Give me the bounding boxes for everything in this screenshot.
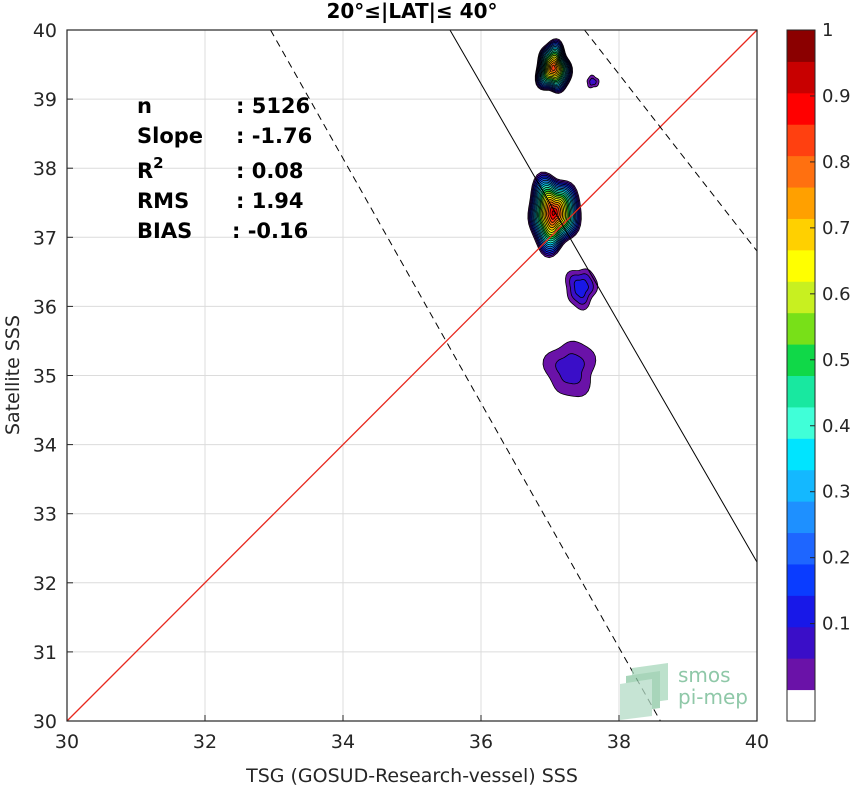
stat-n-label: n: [137, 94, 152, 118]
logo-text-smos: smos: [678, 663, 731, 687]
fit-lower-line: [270, 29, 661, 722]
y-tick-label: 38: [33, 158, 57, 180]
colorbar-swatch: [787, 658, 815, 691]
density-contours: [527, 38, 600, 398]
colorbar-swatch: [787, 626, 815, 659]
x-tick-label: 40: [745, 731, 769, 753]
colorbar-frame: [786, 29, 816, 722]
fit-line: [449, 29, 758, 563]
logo-mark-icon: [620, 663, 668, 720]
colorbar-swatch: [787, 532, 815, 565]
logo-text-pimep: pi-mep: [678, 685, 748, 709]
colorbar-swatch: [787, 61, 815, 94]
smos-pi-mep-logo: smos pi-mep: [620, 663, 748, 720]
y-tick-label: 33: [33, 504, 57, 526]
colorbar-swatch: [787, 438, 815, 471]
chart-title: 20°≤|LAT|≤ 40°: [326, 0, 497, 23]
colorbar-swatch: [787, 218, 815, 251]
stat-bias-label: BIAS: [137, 219, 192, 243]
statistics-box: n : 5126 Slope : -1.76 R2 : 0.08 RMS : 1…: [137, 94, 312, 243]
colorbar-swatch: [787, 124, 815, 157]
colorbar-swatch: [787, 92, 815, 125]
stat-slope-value: : -1.76: [236, 124, 312, 148]
y-axis-label: Satellite SSS: [2, 315, 24, 435]
stat-slope-label: Slope: [137, 124, 203, 148]
x-tick-label: 38: [607, 731, 631, 753]
x-tick-label: 32: [193, 731, 217, 753]
colorbar-tick-label: 0.6: [822, 284, 851, 305]
x-axis-label: TSG (GOSUD-Research-vessel) SSS: [245, 765, 578, 787]
colorbar-swatch: [787, 689, 815, 722]
y-axis-ticks: 30 31 32 33 34 35 36 37 38 39 40: [33, 20, 73, 733]
colorbar-swatch: [787, 312, 815, 345]
colorbar-tick-label: 0.7: [822, 218, 851, 239]
colorbar-swatch: [787, 563, 815, 596]
y-tick-label: 34: [33, 435, 57, 457]
stat-rms-label: RMS: [137, 189, 189, 213]
colorbar-ticks: 0.1 0.2 0.3 0.4 0.5 0.6 0.7 0.8 0.9 1: [810, 20, 851, 635]
y-tick-label: 36: [33, 296, 57, 318]
y-tick-label: 37: [33, 227, 57, 249]
colorbar-tick-label: 0.5: [822, 350, 851, 371]
stat-bias-value: : -0.16: [232, 219, 308, 243]
colorbar-swatch: [787, 469, 815, 502]
stat-rms-value: : 1.94: [236, 189, 304, 213]
colorbar-swatch: [787, 501, 815, 534]
y-tick-label: 31: [33, 642, 57, 664]
colorbar-tick-label: 0.1: [822, 614, 851, 635]
colorbar: [786, 29, 816, 722]
colorbar-swatch: [787, 155, 815, 188]
stat-r2-value: : 0.08: [236, 159, 304, 183]
y-tick-label: 39: [33, 89, 57, 111]
colorbar-swatch: [787, 30, 815, 62]
colorbar-swatch: [787, 406, 815, 439]
colorbar-tick-label: 0.8: [822, 152, 851, 173]
one-to-one-line: [66, 29, 758, 722]
stat-n-value: : 5126: [236, 94, 310, 118]
colorbar-swatch: [787, 595, 815, 628]
y-tick-label: 30: [33, 711, 57, 733]
colorbar-swatch: [787, 249, 815, 282]
x-tick-label: 30: [55, 731, 79, 753]
colorbar-tick-label: 0.9: [822, 86, 851, 107]
colorbar-tick-label: 0.2: [822, 548, 851, 569]
contour-level: [555, 353, 585, 385]
contour-level: [551, 64, 556, 71]
x-tick-label: 34: [331, 731, 355, 753]
colorbar-swatch: [787, 375, 815, 408]
colorbar-swatch: [787, 281, 815, 314]
y-tick-label: 35: [33, 366, 57, 388]
fit-upper-line: [584, 29, 758, 252]
grid: [66, 29, 758, 722]
contour-level: [573, 278, 589, 298]
colorbar-swatch: [787, 187, 815, 219]
colorbar-tick-label: 0.3: [822, 482, 851, 503]
colorbar-tick-label: 1: [822, 20, 833, 41]
y-tick-label: 32: [33, 573, 57, 595]
x-tick-label: 36: [469, 731, 493, 753]
contour-level: [589, 77, 597, 86]
x-axis-ticks: 30 32 34 36 38 40: [55, 715, 769, 753]
y-tick-label: 40: [33, 20, 57, 42]
stat-r2-label: R2: [137, 154, 164, 183]
colorbar-tick-label: 0.4: [822, 416, 851, 437]
reference-lines: [66, 29, 758, 722]
